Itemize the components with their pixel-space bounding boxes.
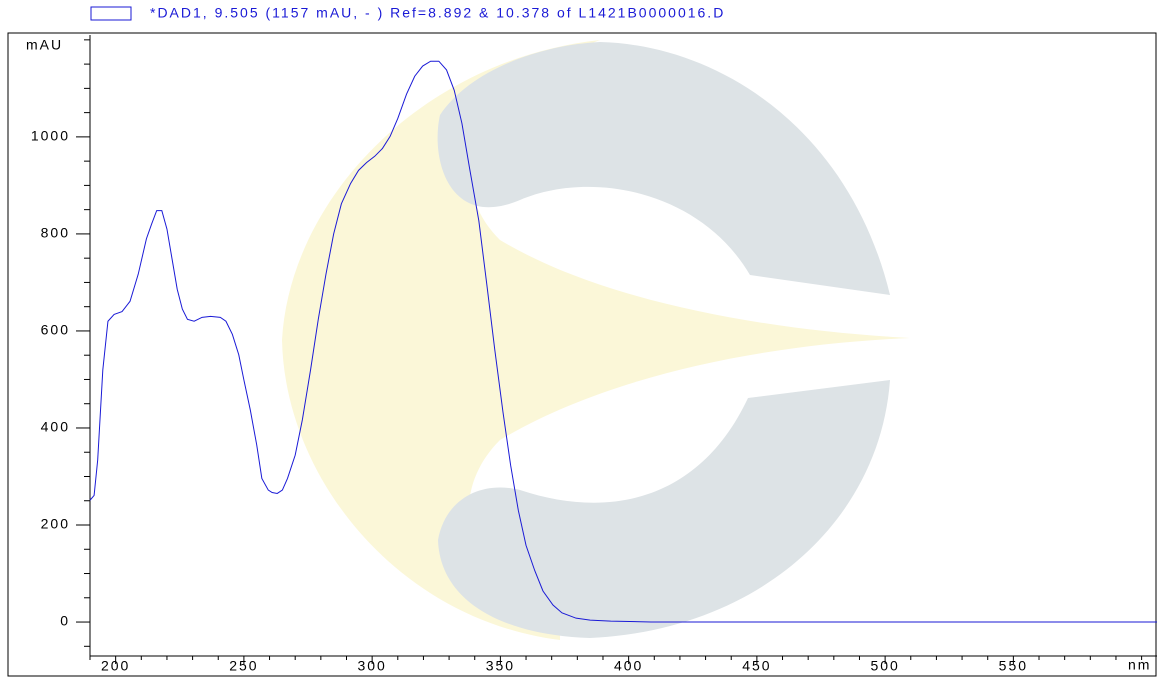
legend-swatch bbox=[90, 6, 132, 21]
y-tick-label: 1000 bbox=[31, 128, 70, 144]
y-tick-label: 600 bbox=[41, 322, 70, 338]
x-tick-label: 350 bbox=[486, 658, 515, 674]
legend-title: *DAD1, 9.505 (1157 mAU, - ) Ref=8.892 & … bbox=[150, 5, 725, 21]
y-tick-label: 0 bbox=[60, 613, 70, 629]
x-tick-label: 250 bbox=[229, 658, 258, 674]
x-tick-label: 500 bbox=[870, 658, 899, 674]
watermark bbox=[282, 40, 910, 640]
x-tick-label: 550 bbox=[999, 658, 1028, 674]
y-axis-label: mAU bbox=[26, 37, 63, 53]
x-tick-label: 200 bbox=[101, 658, 130, 674]
y-tick-label: 400 bbox=[41, 419, 70, 435]
spectrum-line bbox=[89, 60, 1157, 623]
x-tick-label: 450 bbox=[742, 658, 771, 674]
y-tick-label: 800 bbox=[41, 225, 70, 241]
x-axis-label: nm bbox=[1128, 657, 1151, 673]
y-tick-label: 200 bbox=[41, 516, 70, 532]
x-tick-label: 400 bbox=[614, 658, 643, 674]
x-tick-label: 300 bbox=[357, 658, 386, 674]
frame bbox=[7, 32, 1157, 677]
